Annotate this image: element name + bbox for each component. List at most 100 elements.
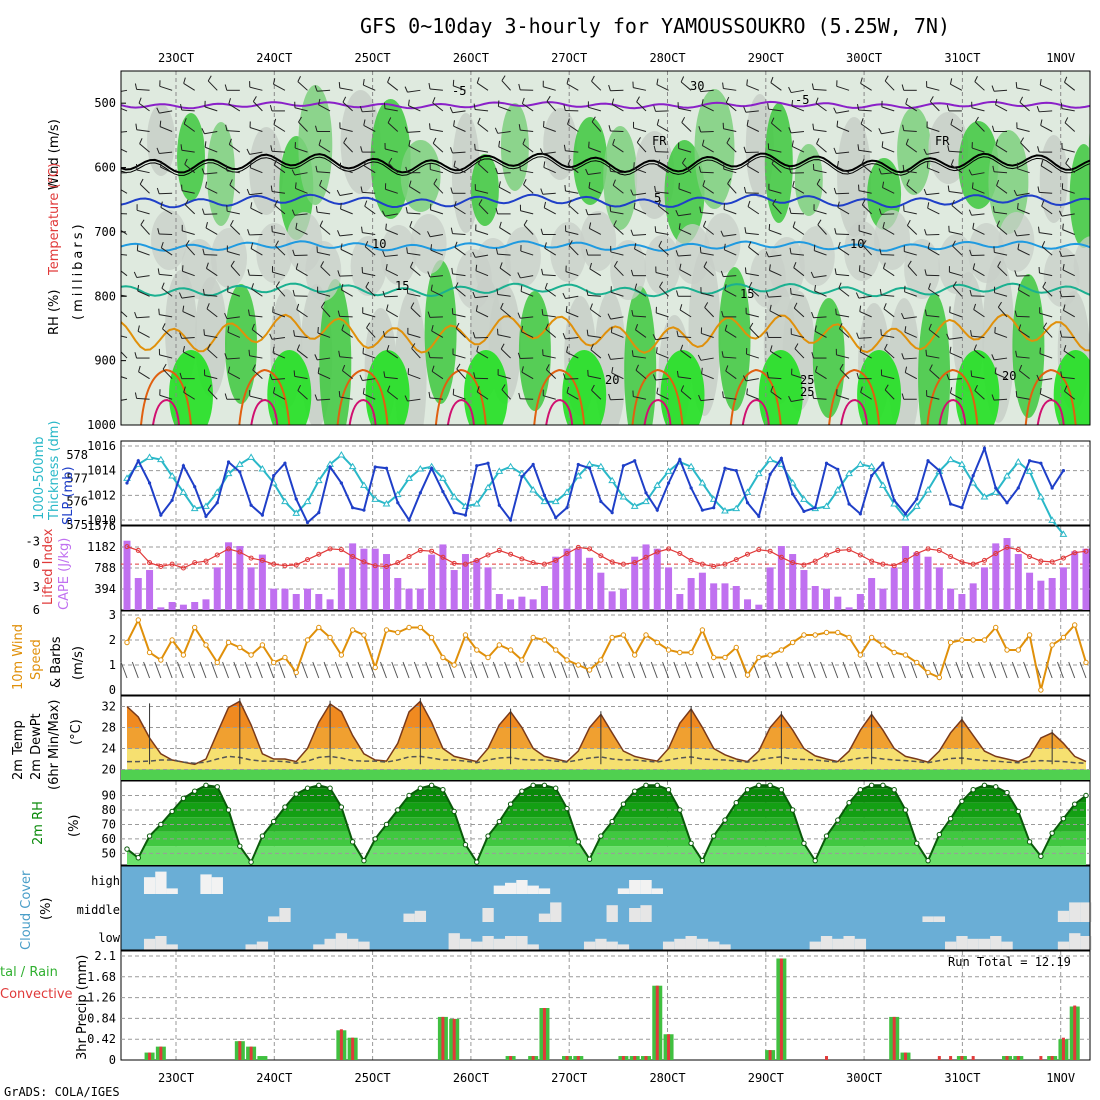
isotherm-line <box>121 193 1090 209</box>
wind-barb-flag <box>1064 117 1069 124</box>
slp-line-point <box>779 456 783 460</box>
lifted-index-point <box>519 556 525 562</box>
wind-barb-flag <box>566 77 570 84</box>
wind-barb <box>636 101 647 112</box>
wind-axis-label: Wind (m/s) <box>47 119 62 190</box>
wind-barb <box>994 251 1008 256</box>
lifted-index-point <box>925 546 931 552</box>
wind10-barb <box>233 661 241 679</box>
wind-barb <box>182 311 195 318</box>
lifted-index-point <box>812 558 818 564</box>
wind-barb <box>1039 312 1053 318</box>
wind-barb-flag <box>315 165 318 172</box>
wind-barb-flag <box>790 287 792 295</box>
wind-barb-flag <box>183 77 186 84</box>
isotherm-line <box>533 368 586 425</box>
wind-barb <box>724 289 737 297</box>
wind-barb <box>409 226 421 235</box>
slp-line-point <box>610 511 614 515</box>
wind-barb-flag <box>788 395 792 402</box>
wind-barb <box>679 228 692 235</box>
wind-barb-flag <box>924 229 927 236</box>
wind10-barb <box>515 661 523 679</box>
wind-barb <box>1019 101 1030 112</box>
lifted-index-point <box>135 547 141 553</box>
wind-barb-flag <box>180 104 183 111</box>
cloud-bar <box>629 908 641 922</box>
wind-barb-flag <box>657 159 661 166</box>
wind-barb <box>136 275 150 278</box>
thickness-line-point <box>1036 493 1045 500</box>
wind-barb <box>636 142 647 153</box>
wind-barb-flag <box>1062 304 1066 311</box>
cape-bar <box>879 588 887 610</box>
wind-barb-flag <box>766 331 769 338</box>
wind-barb <box>1016 396 1030 400</box>
wind-barb <box>183 82 195 91</box>
wind-barb-flag <box>902 164 905 171</box>
wind-barb-flag <box>905 98 908 105</box>
wind-barb-flag <box>833 147 837 154</box>
cape-tick: 394 <box>94 582 116 596</box>
wind-barb <box>700 398 714 402</box>
wind-barb <box>792 186 805 194</box>
wind-barb <box>768 189 782 194</box>
cape-bar <box>540 586 548 610</box>
temp-band <box>127 706 1086 728</box>
wind-barb-flag <box>545 323 549 330</box>
wind-barb <box>952 286 963 297</box>
wind10-barb <box>447 661 455 679</box>
rh2m-line-point <box>237 843 243 849</box>
cape-bar <box>1048 578 1056 610</box>
cape-bar <box>382 554 390 610</box>
rh2m-line-point <box>214 784 220 790</box>
lifted-index-point <box>846 547 852 553</box>
wind10-line-point <box>214 659 220 666</box>
wind-barb <box>207 348 218 359</box>
wind-barb-flag <box>769 264 771 271</box>
lifted-index-point <box>835 547 841 553</box>
cloud-bar <box>268 916 280 922</box>
wind-barb-flag <box>247 269 250 276</box>
slp-line-point <box>768 472 772 476</box>
wind10-barb <box>368 661 376 679</box>
wind-barb-flag <box>721 310 724 318</box>
lifted-index-point <box>327 546 333 552</box>
pressure-tick: 800 <box>94 289 116 303</box>
wind-barb-flag <box>337 310 341 317</box>
lifted-index-point <box>1060 555 1066 561</box>
wind-barb <box>590 308 602 318</box>
wind10-barb <box>357 661 365 679</box>
wind-barb-flag <box>270 145 273 152</box>
wind-barb-flag <box>630 229 634 236</box>
wind-barb-flag <box>1039 79 1042 86</box>
wind-barb <box>949 311 963 318</box>
rh2m-line-point <box>225 807 232 813</box>
wind-barb <box>272 190 286 194</box>
wind-barb-flag <box>495 167 499 174</box>
wind-barb <box>317 398 331 401</box>
wind-barb-flag <box>815 365 818 372</box>
pressure-tick: 500 <box>94 96 116 110</box>
wind-barb-flag <box>698 85 702 92</box>
rh-shade <box>764 103 793 223</box>
wind-barb <box>140 224 150 235</box>
wind-barb-flag <box>540 228 544 235</box>
precip-convective-bar <box>509 1056 513 1060</box>
wind-barb-flag <box>748 281 753 288</box>
wind-barb-flag <box>861 158 865 165</box>
slp-tick: 1014 <box>87 464 116 478</box>
wind-barb <box>680 350 692 359</box>
wind-barb-flag <box>496 288 499 295</box>
wind10-line-point <box>395 629 401 636</box>
cape-tick: 788 <box>94 561 116 575</box>
wind-barb-flag <box>228 138 232 145</box>
slp-line-point <box>1016 486 1020 490</box>
rh2m-line-point <box>327 785 333 791</box>
thickness-line-point <box>1059 530 1068 537</box>
wind-barb-flag <box>974 76 978 82</box>
wind-barb-flag <box>884 75 889 82</box>
wind-barb <box>182 351 195 359</box>
wind-barb <box>294 375 308 380</box>
wind-barb <box>363 165 376 174</box>
